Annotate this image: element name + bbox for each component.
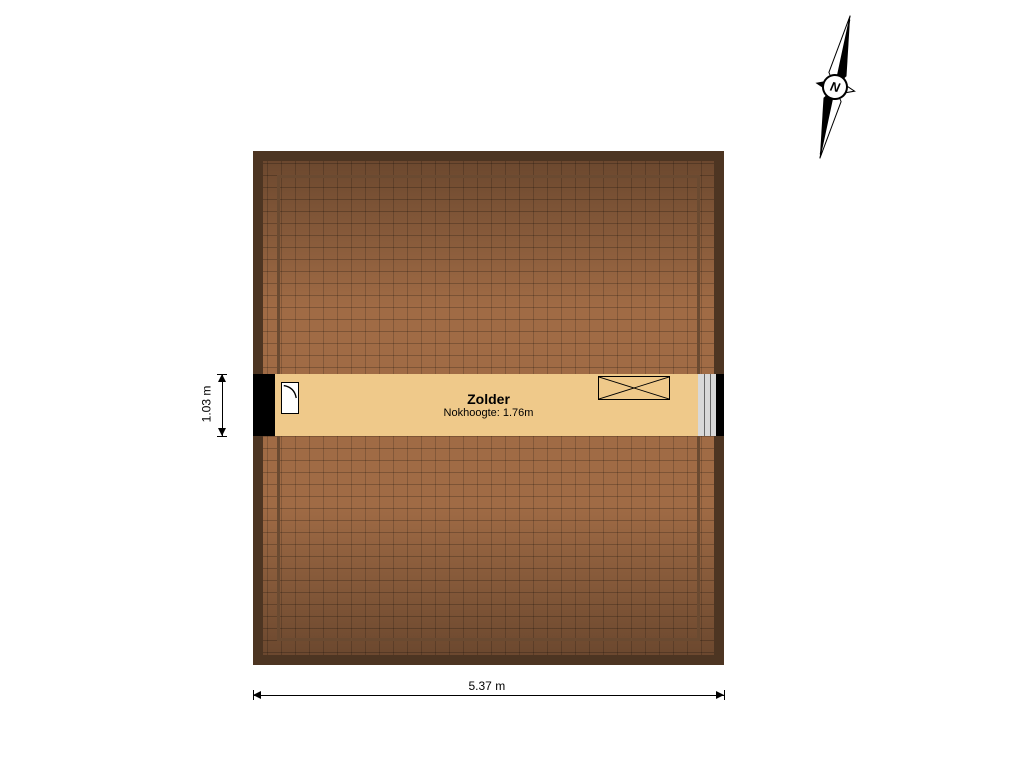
dim-tick (217, 436, 227, 437)
dim-tick (217, 374, 227, 375)
arrowhead-up-icon (218, 374, 226, 382)
arrowhead-down-icon (218, 428, 226, 436)
dimension-height: 1.03 m (0, 0, 1024, 768)
floorplan-canvas: N Zolder (0, 0, 1024, 768)
dimension-value: 1.03 m (199, 386, 213, 423)
dim-line (222, 374, 223, 436)
